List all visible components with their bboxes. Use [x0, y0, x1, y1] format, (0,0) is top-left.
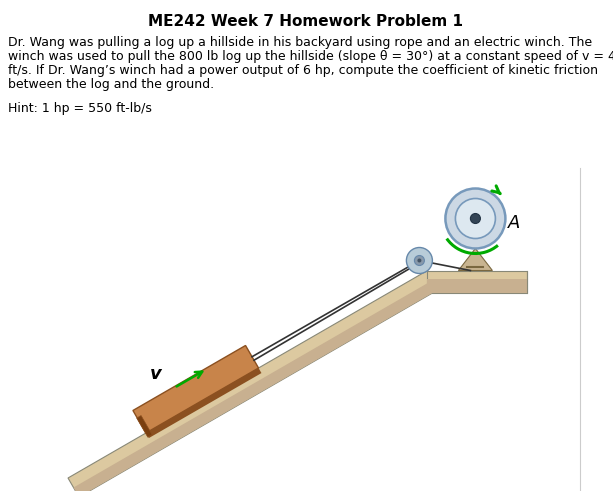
- Polygon shape: [137, 415, 152, 437]
- Circle shape: [406, 247, 432, 273]
- Text: winch was used to pull the 800 lb log up the hillside (slope θ = 30°) at a const: winch was used to pull the 800 lb log up…: [8, 50, 613, 63]
- Text: ft/s. If Dr. Wang’s winch had a power output of 6 hp, compute the coefficient of: ft/s. If Dr. Wang’s winch had a power ou…: [8, 64, 598, 77]
- Text: Dr. Wang was pulling a log up a hillside in his backyard using rope and an elect: Dr. Wang was pulling a log up a hillside…: [8, 36, 592, 49]
- Polygon shape: [133, 346, 259, 433]
- Text: ME242 Week 7 Homework Problem 1: ME242 Week 7 Homework Problem 1: [148, 14, 463, 29]
- Polygon shape: [142, 361, 262, 438]
- Circle shape: [417, 258, 421, 263]
- Text: between the log and the ground.: between the log and the ground.: [8, 78, 214, 91]
- Polygon shape: [427, 271, 527, 293]
- Circle shape: [414, 255, 424, 266]
- Polygon shape: [68, 271, 438, 491]
- Text: Hint: 1 hp = 550 ft-lb/s: Hint: 1 hp = 550 ft-lb/s: [8, 102, 152, 115]
- Polygon shape: [459, 248, 492, 271]
- Circle shape: [446, 189, 505, 248]
- Circle shape: [470, 214, 481, 223]
- Text: A: A: [508, 214, 521, 231]
- Text: v: v: [150, 365, 162, 383]
- Polygon shape: [427, 279, 527, 293]
- Circle shape: [455, 198, 495, 239]
- Polygon shape: [74, 280, 438, 491]
